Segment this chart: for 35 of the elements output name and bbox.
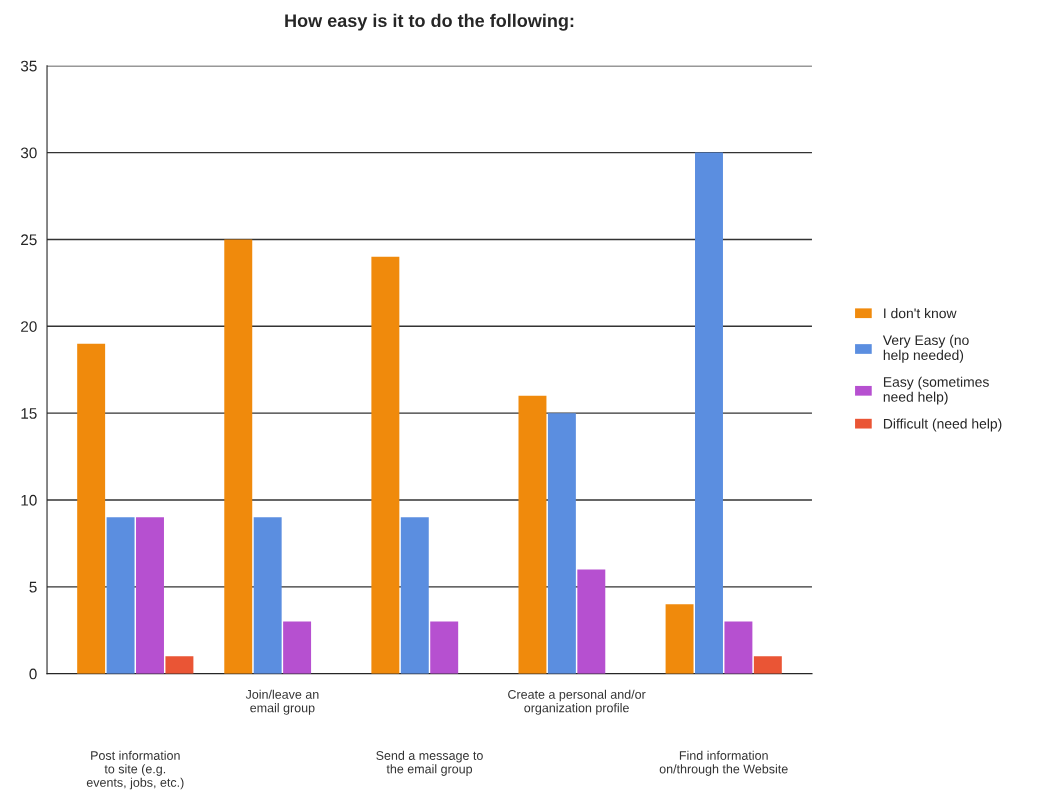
y-tick-label: 25 (21, 234, 37, 246)
bar (253, 517, 282, 674)
bar (547, 413, 576, 674)
y-tick-label: 30 (20, 147, 37, 159)
bar (106, 517, 135, 674)
x-tick-label: Create a personal and/or organization profile (508, 689, 646, 715)
x-tick-label: Post information to site (e.g. events, jobs, etc.) (86, 750, 184, 790)
bar (577, 569, 606, 674)
legend-label: Easy (sometimes need help) (883, 376, 989, 405)
chart-title: How easy is it to do the following: (285, 13, 574, 31)
x-tick-label: Find information on/through the Website (659, 750, 788, 776)
x-tick-label: Send a message to the email group (376, 750, 483, 776)
bar (224, 239, 253, 674)
bar (665, 604, 694, 674)
legend-label: I don't know (884, 308, 957, 319)
bar (371, 256, 400, 674)
x-tick-label: Join/leave an email group (245, 689, 319, 715)
bar (724, 621, 753, 674)
y-tick-label: 0 (29, 668, 37, 680)
bar (283, 621, 312, 674)
bar (77, 343, 106, 674)
y-tick-label: 35 (20, 60, 37, 72)
bar (136, 517, 164, 674)
bar (400, 517, 429, 674)
legend-label: Difficult (need help) (883, 418, 1002, 432)
bar (165, 656, 194, 674)
y-tick-label: 15 (21, 408, 37, 419)
y-tick-label: 10 (21, 494, 37, 506)
y-tick-label: 5 (29, 581, 37, 593)
y-tick-label: 20 (21, 321, 37, 332)
bar (695, 152, 723, 674)
bar (518, 395, 547, 674)
bar (430, 621, 459, 674)
bar (753, 656, 782, 674)
legend-label: Very Easy (no help needed) (882, 334, 969, 363)
